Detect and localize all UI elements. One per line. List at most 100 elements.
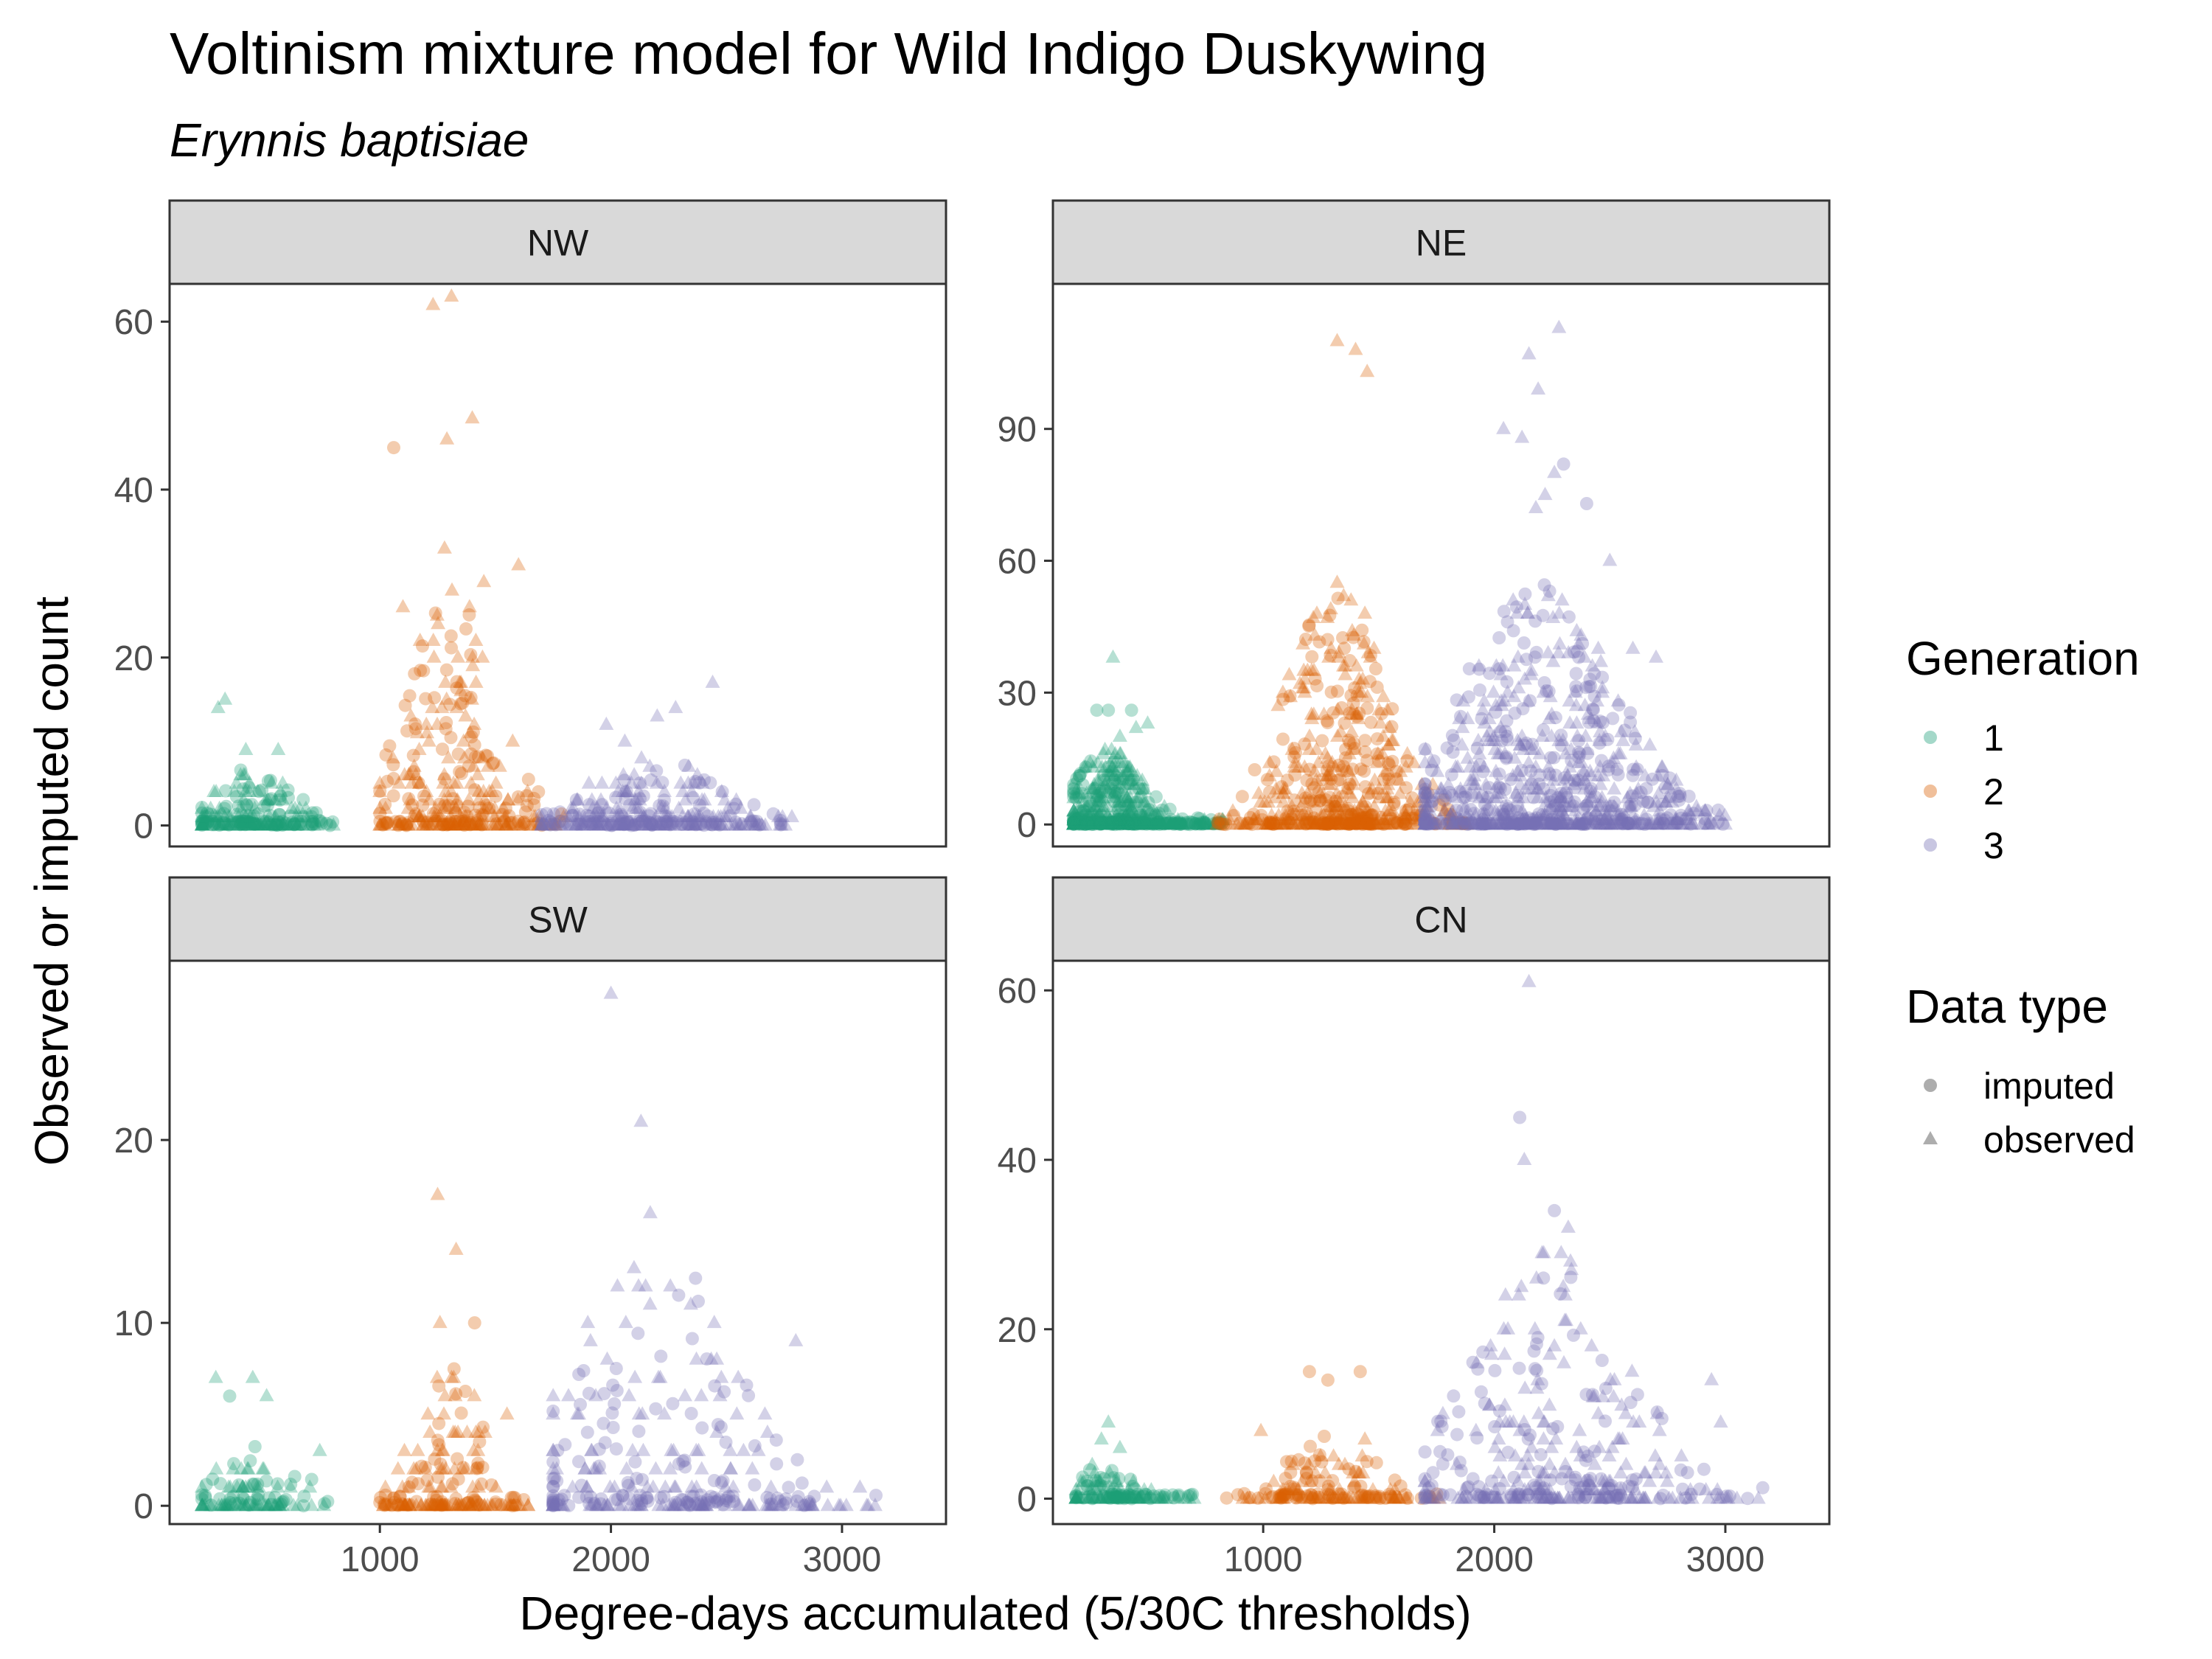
observed-point-gen-2 xyxy=(452,674,467,688)
imputed-point-gen-2 xyxy=(497,814,511,828)
observed-point-gen-1 xyxy=(260,792,276,806)
imputed-point-gen-1 xyxy=(276,818,290,832)
observed-point-gen-3 xyxy=(728,792,744,806)
imputed-point-gen-3 xyxy=(592,1442,606,1456)
observed-point-gen-1 xyxy=(1082,816,1098,830)
imputed-point-gen-1 xyxy=(305,818,319,832)
observed-point-gen-1 xyxy=(268,809,283,823)
observed-point-gen-1 xyxy=(274,817,290,831)
imputed-point-gen-2 xyxy=(1329,794,1343,808)
imputed-point-gen-2 xyxy=(1358,800,1372,814)
observed-point-gen-1 xyxy=(1066,816,1082,830)
observed-point-gen-1 xyxy=(1143,812,1158,826)
imputed-point-gen-2 xyxy=(471,750,485,764)
imputed-point-gen-1 xyxy=(273,808,287,822)
imputed-point-gen-3 xyxy=(728,815,742,830)
observed-point-gen-3 xyxy=(680,809,695,823)
observed-point-gen-2 xyxy=(453,683,469,697)
observed-point-gen-1 xyxy=(1071,799,1087,813)
imputed-point-gen-1 xyxy=(1133,808,1147,822)
observed-point-gen-3 xyxy=(641,817,656,831)
imputed-point-gen-2 xyxy=(487,756,501,770)
observed-point-gen-3 xyxy=(563,817,578,831)
observed-point-gen-3 xyxy=(717,792,732,806)
imputed-point-gen-3 xyxy=(592,1459,606,1473)
observed-point-gen-3 xyxy=(571,809,587,823)
observed-point-gen-2 xyxy=(405,817,420,831)
imputed-point-gen-3 xyxy=(706,815,719,830)
imputed-point-gen-3 xyxy=(671,814,684,828)
imputed-point-gen-3 xyxy=(701,809,715,823)
imputed-point-gen-1 xyxy=(257,815,271,829)
facet-label: SW xyxy=(528,900,588,941)
imputed-point-gen-2 xyxy=(1310,679,1324,693)
observed-point-gen-2 xyxy=(426,649,442,663)
observed-point-gen-1 xyxy=(1135,807,1150,821)
observed-point-gen-1 xyxy=(1213,816,1228,830)
observed-point-gen-3 xyxy=(566,800,581,814)
observed-point-gen-2 xyxy=(459,817,474,831)
imputed-point-gen-2 xyxy=(459,622,473,636)
facet-label: NE xyxy=(1416,223,1467,264)
imputed-point-gen-2 xyxy=(521,773,535,786)
observed-point-gen-3 xyxy=(546,817,562,831)
observed-point-gen-1 xyxy=(197,809,212,823)
imputed-point-gen-2 xyxy=(1305,650,1319,664)
imputed-point-gen-3 xyxy=(1581,1450,1595,1463)
imputed-point-gen-3 xyxy=(695,1421,709,1435)
imputed-point-gen-2 xyxy=(508,1498,522,1512)
imputed-point-gen-1 xyxy=(263,808,276,822)
observed-point-gen-1 xyxy=(205,809,220,823)
imputed-point-gen-1 xyxy=(1084,754,1098,768)
imputed-point-gen-2 xyxy=(408,722,422,736)
observed-point-gen-1 xyxy=(194,817,209,831)
observed-point-gen-1 xyxy=(298,800,313,814)
imputed-point-gen-3 xyxy=(1435,1419,1449,1433)
imputed-point-gen-2 xyxy=(467,1316,481,1330)
imputed-point-gen-3 xyxy=(582,814,597,828)
observed-point-gen-1 xyxy=(1119,816,1135,830)
imputed-point-gen-1 xyxy=(1108,818,1122,832)
imputed-point-gen-3 xyxy=(654,816,668,830)
imputed-point-gen-3 xyxy=(1513,1110,1527,1124)
imputed-point-gen-2 xyxy=(1302,619,1316,633)
imputed-point-gen-3 xyxy=(613,817,627,831)
observed-point-gen-1 xyxy=(1066,803,1082,817)
observed-point-gen-2 xyxy=(403,708,419,722)
imputed-point-gen-3 xyxy=(554,814,568,828)
observed-point-gen-2 xyxy=(437,817,452,831)
imputed-point-gen-1 xyxy=(1073,768,1087,782)
imputed-point-gen-3 xyxy=(582,1386,596,1400)
observed-point-gen-1 xyxy=(301,817,316,831)
imputed-point-gen-3 xyxy=(657,793,671,807)
observed-point-gen-3 xyxy=(661,817,676,831)
observed-point-gen-3 xyxy=(594,809,609,823)
observed-point-gen-2 xyxy=(492,758,507,772)
y-tick-label: 20 xyxy=(114,639,153,678)
imputed-point-gen-3 xyxy=(769,1433,783,1447)
observed-point-gen-2 xyxy=(409,725,425,739)
observed-point-gen-2 xyxy=(485,817,501,831)
observed-point-gen-1 xyxy=(1088,812,1104,826)
imputed-point-gen-1 xyxy=(233,815,247,829)
observed-point-gen-3 xyxy=(648,817,664,831)
observed-point-gen-3 xyxy=(543,809,559,823)
imputed-point-gen-2 xyxy=(1353,1365,1367,1379)
observed-point-gen-3 xyxy=(615,784,630,797)
observed-point-gen-1 xyxy=(1175,816,1191,830)
observed-point-gen-3 xyxy=(705,674,720,688)
imputed-point-gen-2 xyxy=(527,791,541,805)
imputed-point-gen-3 xyxy=(619,792,633,806)
imputed-point-gen-2 xyxy=(1324,685,1338,699)
imputed-point-gen-3 xyxy=(536,818,550,832)
imputed-point-gen-2 xyxy=(1387,816,1401,830)
imputed-point-gen-3 xyxy=(727,801,741,815)
observed-point-gen-1 xyxy=(261,817,276,831)
imputed-point-gen-1 xyxy=(263,773,277,787)
observed-point-gen-1 xyxy=(249,817,265,831)
observed-point-gen-3 xyxy=(593,817,608,831)
imputed-point-gen-1 xyxy=(1106,816,1120,830)
imputed-point-gen-1 xyxy=(223,1492,237,1506)
observed-point-gen-1 xyxy=(1108,812,1124,826)
observed-point-gen-1 xyxy=(1102,812,1117,826)
